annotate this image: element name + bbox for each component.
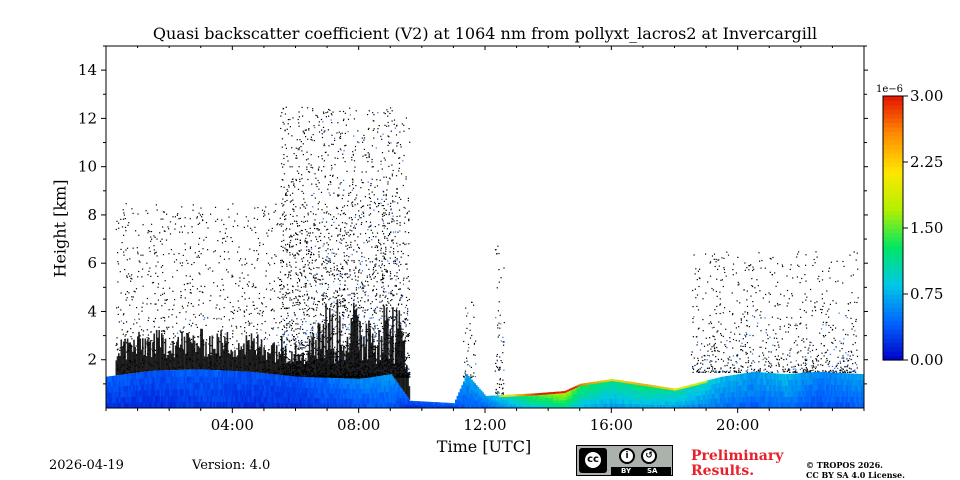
colorbar-tick-label: 0.00 — [910, 351, 943, 369]
x-tick-label: 16:00 — [590, 416, 633, 434]
cc-text: cc — [583, 450, 603, 470]
footer-version: Version: 4.0 — [192, 458, 271, 473]
colorbar-scale-label: 1e−6 — [876, 84, 903, 95]
y-tick-label: 4 — [87, 302, 97, 320]
preliminary-notice: Preliminary Results. — [691, 448, 784, 479]
footer-date: 2026-04-19 — [49, 458, 124, 473]
x-axis-label: Time [UTC] — [436, 437, 532, 456]
plot-frame — [105, 45, 865, 409]
copyright-notice: © TROPOS 2026. CC BY SA 4.0 License. — [806, 460, 905, 480]
person-icon: i — [619, 448, 635, 464]
colorbar-tick-label: 0.75 — [910, 285, 943, 303]
cc-logo-icon: cc — [579, 448, 607, 473]
colorbar-tick-label: 2.25 — [910, 153, 943, 171]
noise-region-2 — [463, 301, 477, 378]
y-tick-label: 2 — [87, 351, 97, 369]
noise-region-3 — [494, 245, 505, 395]
y-tick-label: 8 — [87, 206, 97, 224]
noise-band — [115, 299, 411, 400]
y-tick-label: 6 — [87, 254, 97, 272]
colorbar: 0.00 0.75 1.50 2.25 3.00 1e−6 — [876, 84, 943, 369]
cc-sa-label: SA — [647, 467, 658, 475]
aerosol-layer — [106, 369, 865, 409]
colorbar-tick-label: 3.00 — [910, 87, 943, 105]
cc-license-badge: cc i ↺ BY SA — [576, 445, 673, 476]
x-tick-label: 04:00 — [211, 416, 254, 434]
x-tick-label: 20:00 — [716, 416, 759, 434]
y-axis-label: Height [km] — [50, 179, 70, 278]
y-tick-label: 14 — [78, 61, 97, 79]
chart-title: Quasi backscatter coefficient (V2) at 10… — [152, 24, 818, 43]
x-tick-label: 08:00 — [337, 416, 380, 434]
share-alike-icon: ↺ — [641, 448, 657, 464]
y-tick-label: 12 — [78, 109, 97, 127]
cc-strip: BY SA — [611, 467, 671, 475]
cc-by-label: BY — [621, 467, 632, 475]
y-tick-label: 10 — [78, 158, 97, 176]
x-tick-label: 12:00 — [463, 416, 506, 434]
colorbar-tick-label: 1.50 — [910, 219, 943, 237]
noise-region-4 — [690, 251, 859, 373]
